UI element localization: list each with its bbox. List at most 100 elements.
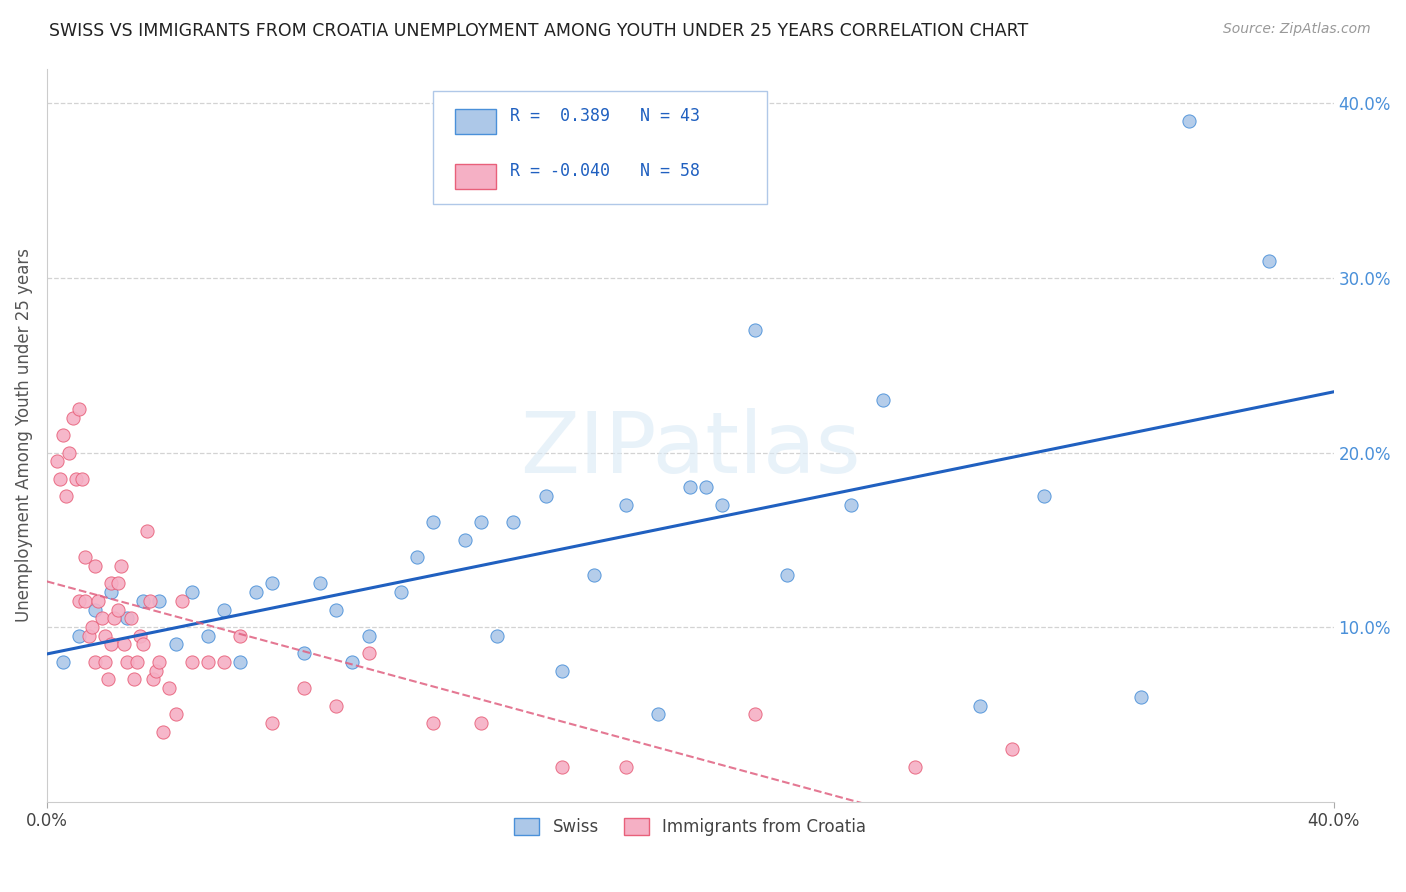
Point xyxy=(77,629,100,643)
Point xyxy=(165,707,187,722)
FancyBboxPatch shape xyxy=(454,109,496,135)
Text: ZIPatlas: ZIPatlas xyxy=(520,409,860,491)
Point xyxy=(212,655,235,669)
Point xyxy=(132,638,155,652)
Point xyxy=(1178,114,1201,128)
Point xyxy=(75,594,97,608)
Point xyxy=(84,655,107,669)
Point xyxy=(125,655,148,669)
Point xyxy=(839,498,862,512)
Point xyxy=(107,602,129,616)
Point xyxy=(325,602,347,616)
Point xyxy=(120,611,142,625)
Point xyxy=(152,724,174,739)
Point xyxy=(67,629,90,643)
Point xyxy=(470,516,492,530)
Point xyxy=(100,638,122,652)
Point xyxy=(62,410,84,425)
Point xyxy=(107,576,129,591)
Point xyxy=(614,759,637,773)
Point xyxy=(180,655,202,669)
Point xyxy=(100,585,122,599)
Point xyxy=(197,655,219,669)
Point xyxy=(142,673,165,687)
Point xyxy=(1258,253,1281,268)
Point xyxy=(582,567,605,582)
Point xyxy=(422,516,444,530)
Point xyxy=(325,698,347,713)
Point xyxy=(262,576,284,591)
Point xyxy=(292,681,315,695)
Point xyxy=(502,516,524,530)
Point xyxy=(357,629,380,643)
Point xyxy=(84,602,107,616)
Point xyxy=(103,611,125,625)
Point xyxy=(180,585,202,599)
Point xyxy=(744,707,766,722)
FancyBboxPatch shape xyxy=(433,90,768,204)
Point xyxy=(309,576,332,591)
Point xyxy=(110,558,132,573)
Point xyxy=(135,524,157,538)
Text: Source: ZipAtlas.com: Source: ZipAtlas.com xyxy=(1223,22,1371,37)
Point xyxy=(65,472,87,486)
Point xyxy=(389,585,412,599)
Point xyxy=(132,594,155,608)
Point xyxy=(405,550,427,565)
Point xyxy=(90,611,112,625)
Point xyxy=(422,716,444,731)
Point xyxy=(87,594,110,608)
Point xyxy=(100,576,122,591)
Point xyxy=(75,550,97,565)
Point xyxy=(94,655,117,669)
Text: R =  0.389   N = 43: R = 0.389 N = 43 xyxy=(510,107,700,125)
Point xyxy=(292,646,315,660)
Point xyxy=(94,629,117,643)
Point xyxy=(122,673,145,687)
Point xyxy=(67,401,90,416)
Point xyxy=(145,664,167,678)
Point xyxy=(55,489,77,503)
Point xyxy=(165,638,187,652)
Point xyxy=(486,629,509,643)
Point xyxy=(72,472,94,486)
Point xyxy=(52,655,75,669)
Point xyxy=(1001,742,1024,756)
Point xyxy=(84,558,107,573)
Legend: Swiss, Immigrants from Croatia: Swiss, Immigrants from Croatia xyxy=(506,810,875,845)
Point xyxy=(614,498,637,512)
Y-axis label: Unemployment Among Youth under 25 years: Unemployment Among Youth under 25 years xyxy=(15,248,32,622)
Text: R = -0.040   N = 58: R = -0.040 N = 58 xyxy=(510,162,700,180)
Point xyxy=(679,480,702,494)
Point xyxy=(711,498,734,512)
Point xyxy=(969,698,991,713)
Point xyxy=(550,664,572,678)
Point xyxy=(776,567,799,582)
Point xyxy=(148,655,170,669)
Point xyxy=(197,629,219,643)
Point xyxy=(212,602,235,616)
Point xyxy=(245,585,267,599)
Point xyxy=(117,611,139,625)
Point xyxy=(534,489,557,503)
Point xyxy=(229,655,252,669)
Point xyxy=(1033,489,1056,503)
Point xyxy=(262,716,284,731)
Point xyxy=(45,454,67,468)
Point xyxy=(49,472,72,486)
Point xyxy=(97,673,120,687)
Point xyxy=(550,759,572,773)
Point xyxy=(58,445,80,459)
Point xyxy=(112,638,135,652)
Point xyxy=(744,323,766,337)
Text: SWISS VS IMMIGRANTS FROM CROATIA UNEMPLOYMENT AMONG YOUTH UNDER 25 YEARS CORRELA: SWISS VS IMMIGRANTS FROM CROATIA UNEMPLO… xyxy=(49,22,1028,40)
Point xyxy=(139,594,162,608)
Point xyxy=(1129,690,1152,704)
Point xyxy=(454,533,477,547)
Point xyxy=(170,594,193,608)
Point xyxy=(52,428,75,442)
FancyBboxPatch shape xyxy=(454,163,496,189)
Point xyxy=(872,393,894,408)
Point xyxy=(229,629,252,643)
Point xyxy=(342,655,364,669)
